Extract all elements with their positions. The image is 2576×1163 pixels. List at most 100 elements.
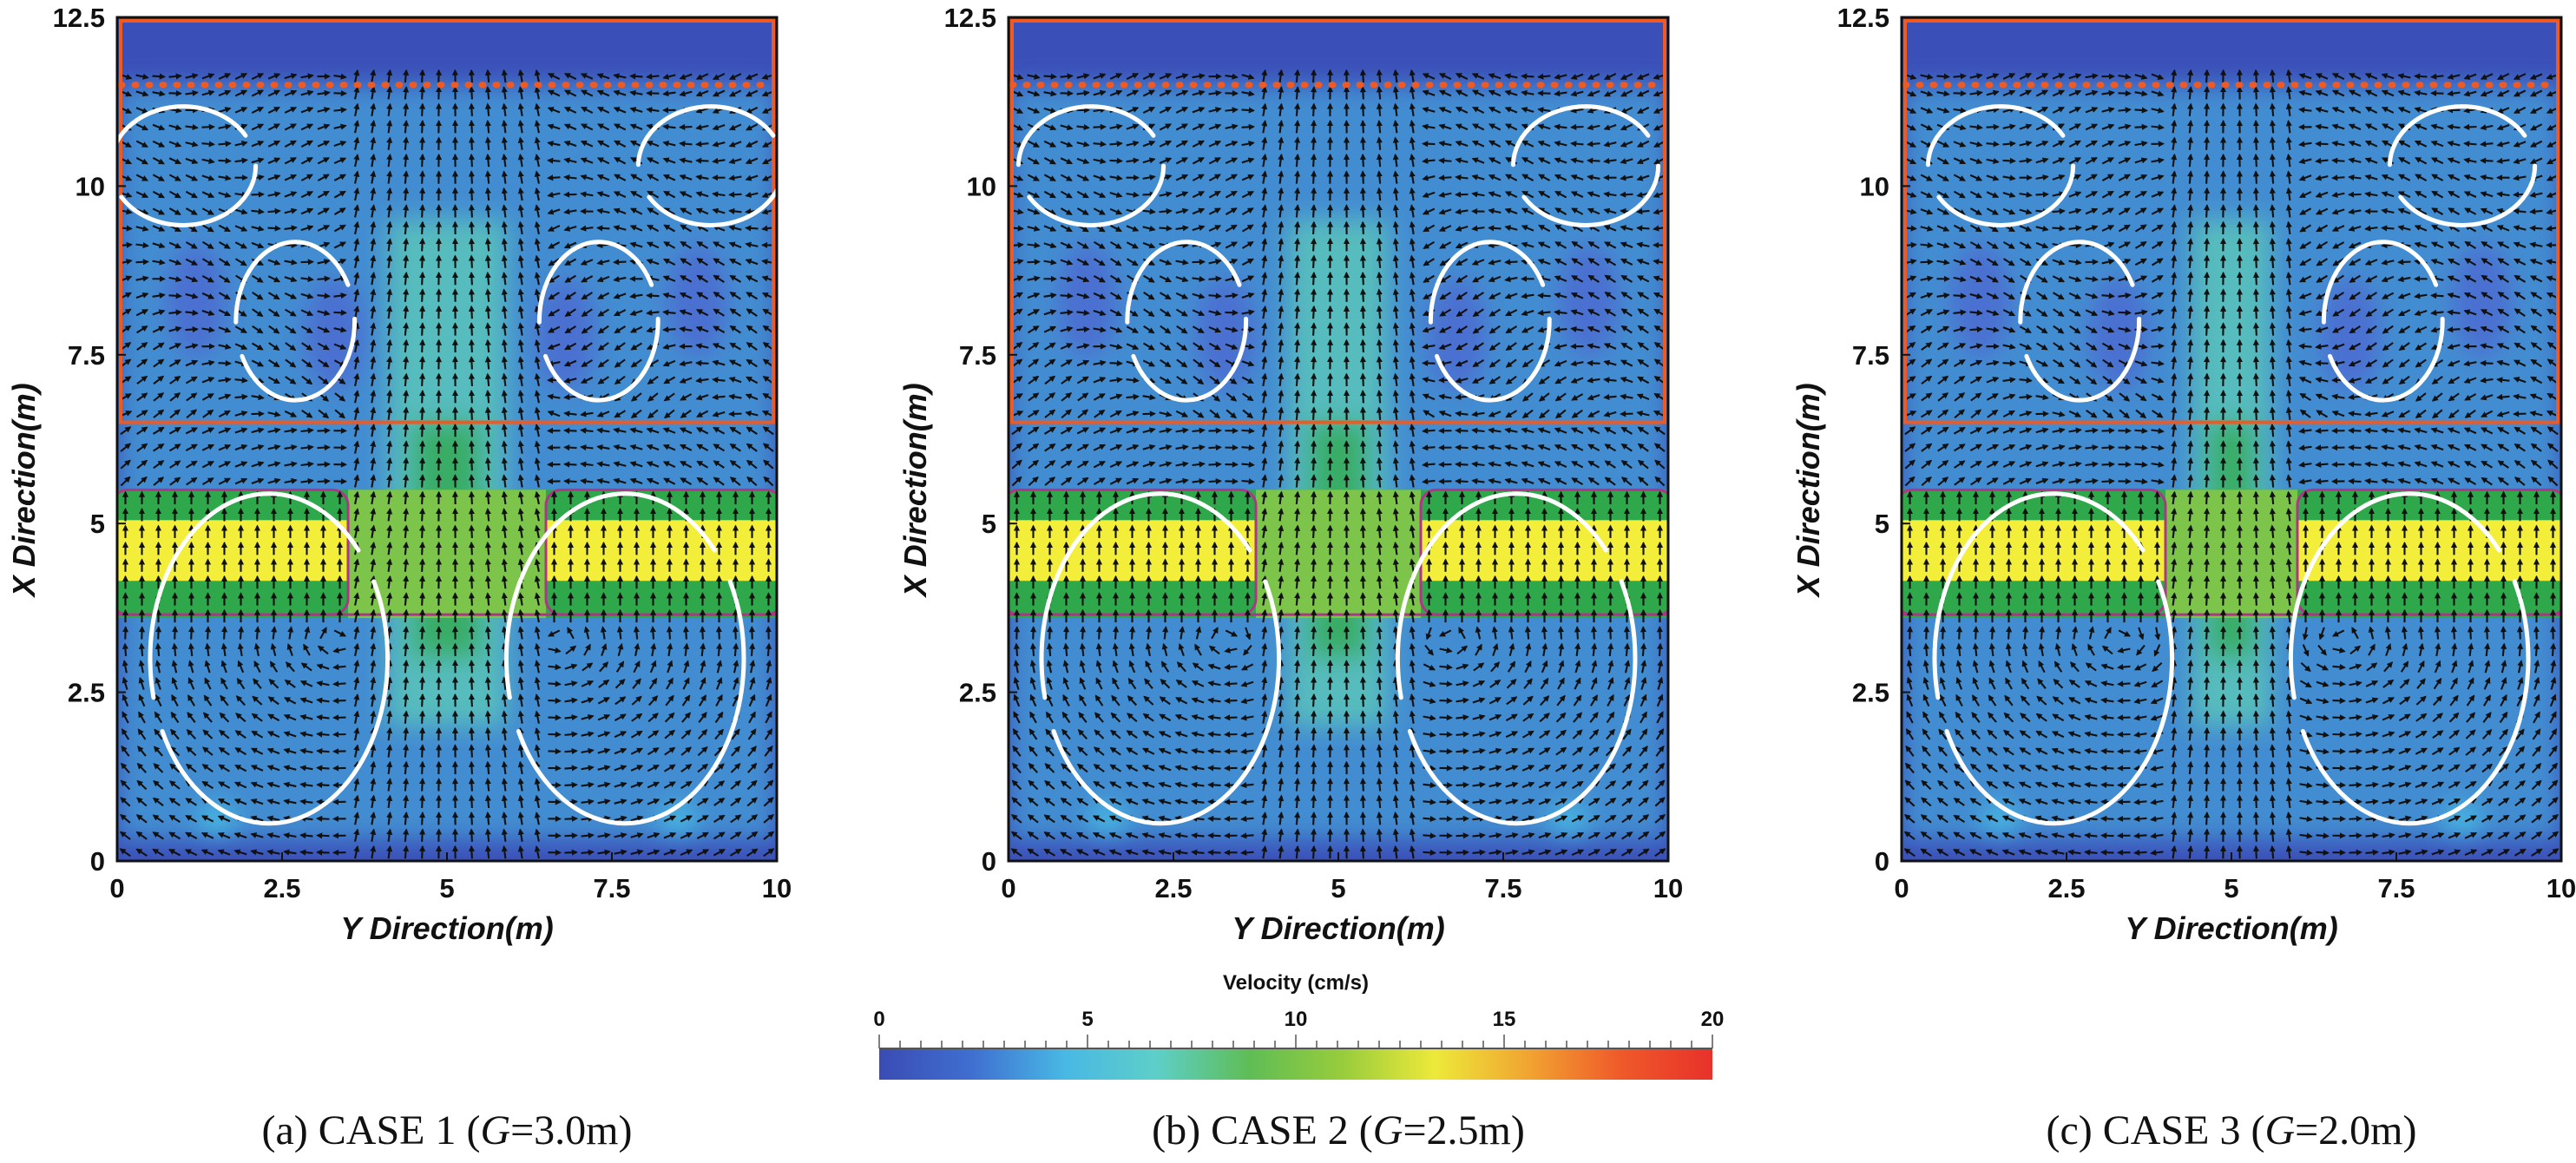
velocity-vector bbox=[122, 642, 128, 657]
velocity-vector bbox=[2187, 423, 2194, 437]
velocity-vector bbox=[468, 305, 475, 319]
velocity-vector bbox=[2100, 731, 2114, 738]
velocity-vector bbox=[2252, 406, 2259, 420]
velocity-vector bbox=[1471, 427, 1485, 434]
velocity-vector bbox=[403, 844, 410, 859]
velocity-vector bbox=[2100, 849, 2114, 856]
velocity-vector bbox=[1376, 608, 1383, 623]
velocity-vector bbox=[468, 508, 475, 522]
velocity-vector bbox=[1294, 372, 1301, 387]
velocity-vector bbox=[2269, 726, 2276, 741]
velocity-vector bbox=[251, 191, 265, 198]
velocity-vector bbox=[1376, 575, 1383, 589]
velocity-vector bbox=[1423, 832, 1436, 839]
velocity-vector bbox=[1376, 170, 1383, 184]
velocity-vector bbox=[2204, 828, 2211, 842]
velocity-vector bbox=[484, 220, 491, 235]
velocity-vector bbox=[1537, 292, 1551, 299]
velocity-vector bbox=[1311, 490, 1318, 505]
velocity-vector bbox=[2252, 828, 2259, 842]
velocity-vector bbox=[1376, 778, 1383, 792]
velocity-vector bbox=[419, 760, 426, 775]
velocity-vector bbox=[1311, 575, 1318, 589]
velocity-vector bbox=[1376, 220, 1383, 235]
velocity-vector bbox=[2269, 508, 2276, 522]
velocity-vector bbox=[251, 208, 265, 215]
velocity-vector bbox=[468, 86, 475, 100]
velocity-vector bbox=[2252, 356, 2259, 370]
velocity-vector bbox=[468, 811, 475, 825]
velocity-vector bbox=[1109, 360, 1123, 367]
velocity-vector bbox=[1294, 187, 1301, 201]
velocity-vector bbox=[419, 744, 426, 758]
velocity-vector bbox=[1955, 642, 1962, 657]
velocity-vector bbox=[333, 107, 347, 114]
velocity-vector bbox=[484, 558, 491, 572]
velocity-vector bbox=[1376, 760, 1383, 775]
velocity-vector bbox=[1359, 558, 1366, 572]
x-tick-label: 0 bbox=[109, 873, 124, 903]
velocity-vector bbox=[2187, 541, 2194, 555]
velocity-vector bbox=[468, 440, 475, 454]
velocity-vector bbox=[1311, 457, 1318, 471]
velocity-vector bbox=[2252, 794, 2259, 809]
velocity-vector bbox=[484, 153, 491, 168]
velocity-vector bbox=[468, 794, 475, 809]
velocity-vector bbox=[234, 393, 248, 400]
velocity-vector bbox=[484, 660, 491, 673]
velocity-vector bbox=[2204, 406, 2211, 420]
velocity-vector bbox=[1311, 136, 1318, 150]
velocity-vector bbox=[1376, 457, 1383, 471]
velocity-vector bbox=[1027, 259, 1041, 266]
velocity-vector bbox=[1294, 204, 1301, 218]
velocity-vector bbox=[1311, 423, 1318, 437]
velocity-vector bbox=[135, 259, 149, 266]
velocity-vector bbox=[138, 642, 145, 657]
velocity-vector bbox=[1438, 174, 1452, 181]
velocity-vector bbox=[2204, 726, 2211, 741]
velocity-vector bbox=[1294, 660, 1301, 673]
velocity-vector bbox=[1241, 427, 1255, 434]
velocity-vector bbox=[1455, 461, 1469, 468]
velocity-vector bbox=[581, 832, 595, 839]
velocity-vector bbox=[564, 765, 578, 772]
velocity-vector bbox=[2252, 136, 2259, 150]
velocity-vector bbox=[2252, 676, 2259, 690]
velocity-vector bbox=[1603, 393, 1617, 401]
field-gradient bbox=[1009, 84, 1668, 841]
velocity-vector bbox=[484, 676, 491, 690]
x-tick-label: 2.5 bbox=[263, 873, 300, 903]
velocity-vector bbox=[1311, 693, 1318, 707]
velocity-vector bbox=[1294, 86, 1301, 100]
velocity-vector bbox=[1294, 119, 1301, 134]
velocity-vector bbox=[2252, 372, 2259, 387]
velocity-vector bbox=[2252, 220, 2259, 235]
velocity-vector bbox=[564, 832, 578, 839]
velocity-vector bbox=[1311, 811, 1318, 825]
velocity-vector bbox=[1972, 626, 1980, 640]
velocity-vector bbox=[484, 69, 491, 83]
velocity-vector bbox=[1294, 338, 1301, 353]
velocity-vector bbox=[403, 254, 410, 268]
velocity-vector bbox=[2204, 372, 2211, 387]
velocity-vector bbox=[419, 220, 426, 235]
velocity-vector bbox=[2269, 238, 2276, 252]
velocity-vector bbox=[2269, 660, 2276, 673]
velocity-vector bbox=[484, 406, 491, 420]
velocity-vector bbox=[2269, 710, 2276, 724]
velocity-vector bbox=[1029, 626, 1037, 640]
velocity-vector bbox=[2204, 844, 2211, 859]
velocity-vector bbox=[1359, 844, 1366, 859]
velocity-vector bbox=[2118, 107, 2132, 114]
velocity-vector bbox=[468, 119, 475, 134]
velocity-vector bbox=[1456, 849, 1469, 856]
velocity-vector bbox=[2269, 187, 2276, 201]
velocity-vector bbox=[2252, 626, 2259, 640]
velocity-vector bbox=[2118, 309, 2132, 316]
velocity-vector bbox=[1603, 377, 1617, 384]
velocity-vector bbox=[419, 811, 426, 825]
velocity-vector bbox=[1142, 208, 1156, 215]
velocity-vector bbox=[419, 136, 426, 150]
velocity-vector bbox=[2085, 427, 2099, 434]
velocity-vector bbox=[1208, 477, 1222, 485]
